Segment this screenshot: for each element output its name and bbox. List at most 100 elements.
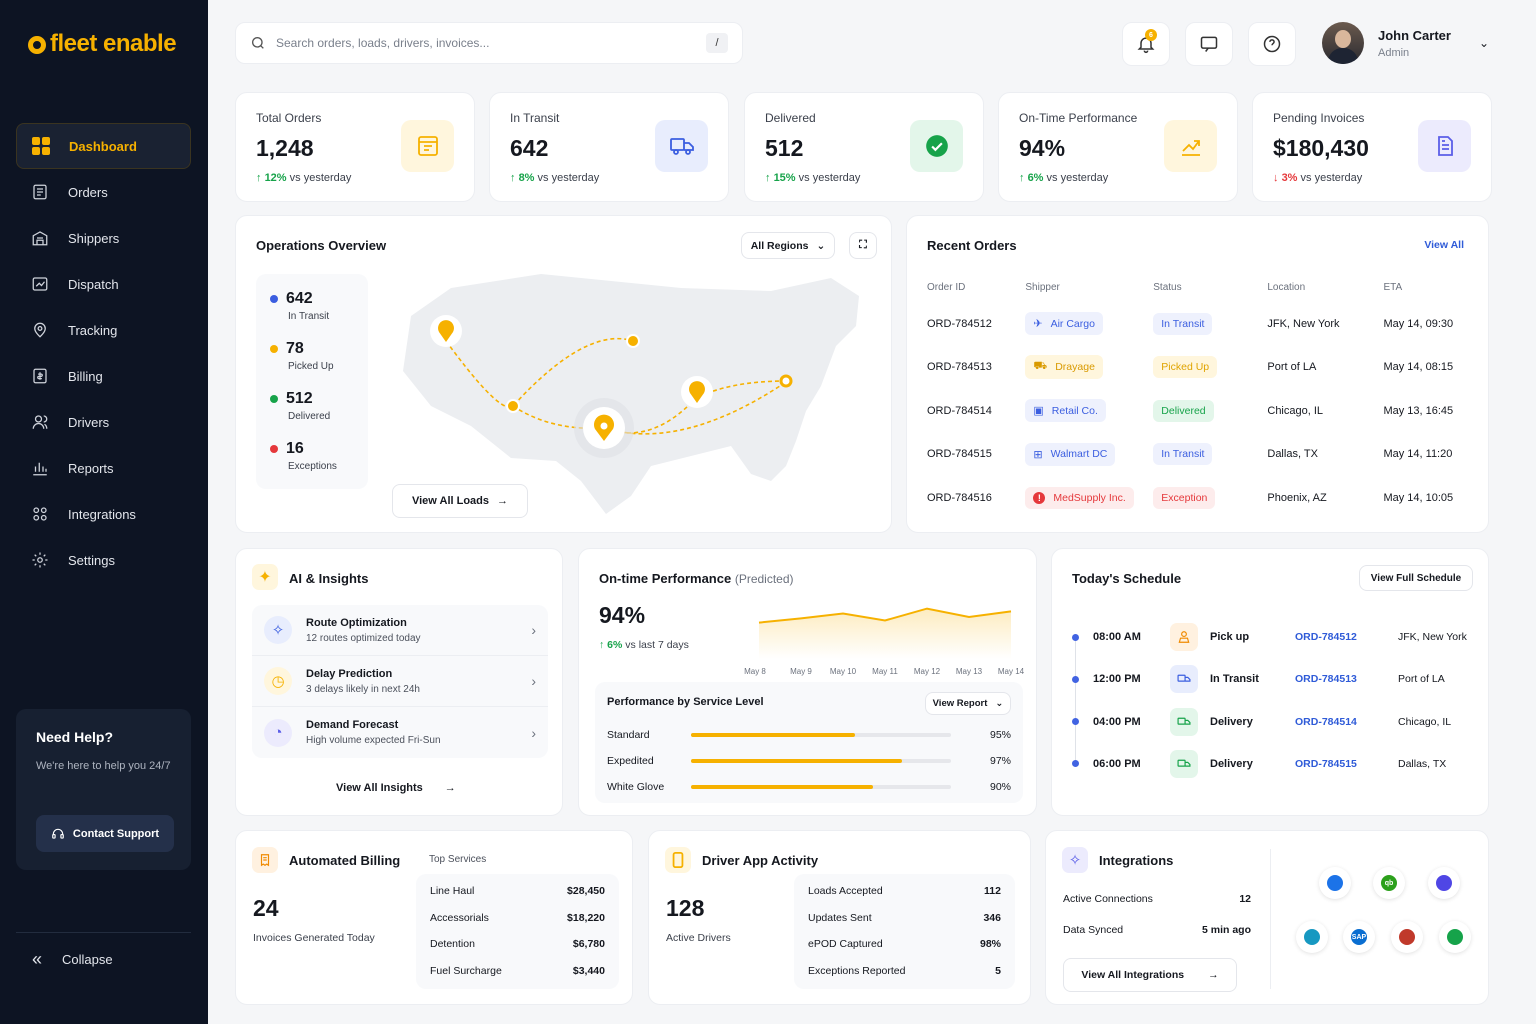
view-all-integrations-button[interactable]: View All Integrations → xyxy=(1063,958,1237,992)
search-bar[interactable]: Search orders, loads, drivers, invoices.… xyxy=(235,22,743,64)
chevron-down-icon: ⌄ xyxy=(816,239,826,252)
sidebar-item-shippers[interactable]: Shippers xyxy=(16,215,191,261)
map-pin-icon[interactable] xyxy=(689,381,705,403)
schedule-order-link[interactable]: ORD-784513 xyxy=(1295,673,1357,686)
collapse-button[interactable]: « Collapse xyxy=(16,932,191,970)
kpi-change-value: 6% xyxy=(1027,172,1044,184)
column-header[interactable]: Location xyxy=(1267,282,1306,293)
sidebar-item-orders[interactable]: Orders xyxy=(16,169,191,215)
column-header[interactable]: ETA xyxy=(1383,282,1403,293)
schedule-item[interactable]: 08:00 AM Pick up ORD-784512 JFK, New York xyxy=(1072,623,1467,651)
table-row[interactable]: ORD-784514 ▣ Retail Co. Delivered Chicago, I… xyxy=(927,389,1472,433)
status-badge: In Transit xyxy=(1153,443,1213,466)
reports-icon xyxy=(30,458,50,478)
order-id[interactable]: ORD-784516 xyxy=(927,491,992,504)
app-logo-icon[interactable] xyxy=(1391,921,1423,953)
view-all-orders-link[interactable]: View All xyxy=(1424,239,1464,251)
brand-logo[interactable]: fleet enable xyxy=(28,30,177,58)
invoice-icon xyxy=(252,847,278,873)
order-id[interactable]: ORD-784515 xyxy=(927,448,992,461)
legend-item[interactable]: 16 Exceptions xyxy=(270,440,354,472)
insight-item[interactable]: ◔ Demand Forecast High volume expected Fri… xyxy=(252,707,548,758)
search-input[interactable]: Search orders, loads, drivers, invoices.… xyxy=(276,36,490,50)
map-pin-icon[interactable] xyxy=(438,320,454,342)
stat-label: Fuel Surcharge xyxy=(430,964,502,977)
sidebar-item-label: Drivers xyxy=(68,414,110,430)
kpi-card-total-orders[interactable]: Total Orders 1,248 ↑ 12% vs yesterday xyxy=(235,92,475,202)
ontime-chart[interactable]: May 8 May 9 May 10 May 11 May 12 May 13 May 14 xyxy=(739,589,1029,679)
view-all-loads-button[interactable]: View All Loads → xyxy=(392,484,528,518)
map-node[interactable] xyxy=(626,334,640,348)
schedule-order-link[interactable]: ORD-784514 xyxy=(1295,715,1357,728)
column-header[interactable]: Order ID xyxy=(927,282,966,293)
view-all-insights-link[interactable]: View All Insights → xyxy=(336,782,456,794)
insight-item[interactable]: ✧ Route Optimization 12 routes optimized t… xyxy=(252,605,548,656)
us-map[interactable] xyxy=(391,266,871,526)
expand-icon: ⛶ xyxy=(859,239,867,251)
phone-icon xyxy=(665,847,691,873)
schedule-item[interactable]: 04:00 PM Delivery ORD-784514 Chicago, IL xyxy=(1072,707,1451,736)
integration-stat: Data Synced 5 min ago xyxy=(1063,914,1251,945)
region-select[interactable]: All Regions ⌄ xyxy=(741,232,835,259)
table-row[interactable]: ORD-784515 ⊞ Walmart DC In Transit Dallas, T… xyxy=(927,433,1472,477)
sidebar-item-billing[interactable]: Billing xyxy=(16,353,191,399)
ontime-change-suffix: vs last 7 days xyxy=(625,639,689,651)
map-node[interactable] xyxy=(779,374,793,388)
sidebar-item-reports[interactable]: Reports xyxy=(16,445,191,491)
legend-item[interactable]: 512 Delivered xyxy=(270,390,354,422)
sidebar-item-dispatch[interactable]: Dispatch xyxy=(16,261,191,307)
insight-title: Demand Forecast xyxy=(306,719,399,731)
table-row[interactable]: ORD-784512 ✈ Air Cargo In Transit JFK, New Y… xyxy=(927,302,1472,346)
integration-logo-mark xyxy=(1399,929,1415,945)
schedule-order-link[interactable]: ORD-784515 xyxy=(1295,757,1357,770)
column-header[interactable]: Shipper xyxy=(1025,282,1060,293)
service-value: 97% xyxy=(989,755,1011,767)
sidebar-item-integrations[interactable]: Integrations xyxy=(16,491,191,537)
ontime-change: ↑ 6% vs last 7 days xyxy=(599,639,689,651)
order-id[interactable]: ORD-784514 xyxy=(927,404,992,417)
table-row[interactable]: ORD-784516! MedSupply Inc. Exception Phoeni… xyxy=(927,476,1472,520)
order-id[interactable]: ORD-784512 xyxy=(927,317,992,330)
chart-line[interactable] xyxy=(758,607,1012,624)
shield-logo-icon[interactable] xyxy=(1428,867,1460,899)
kpi-card-in-transit[interactable]: In Transit 642 ↑ 8% vs yesterday xyxy=(489,92,729,202)
kpi-card-pending-invoices[interactable]: Pending Invoices $180,430 ↓ 3% vs yesterda… xyxy=(1252,92,1492,202)
sap-logo-icon[interactable]: SAP xyxy=(1343,921,1375,953)
x-tick-label: May 8 xyxy=(744,667,766,676)
sidebar-item-drivers[interactable]: Drivers xyxy=(16,399,191,445)
insight-item[interactable]: ◷ Delay Prediction 3 delays likely in next… xyxy=(252,656,548,707)
green-logo-icon[interactable] xyxy=(1439,921,1471,953)
quickbooks-logo-icon[interactable]: qb xyxy=(1373,867,1405,899)
legend-item[interactable]: 642 In Transit xyxy=(270,290,354,322)
column-header[interactable]: Status xyxy=(1153,282,1182,293)
expand-button[interactable]: ⛶ xyxy=(849,232,877,259)
salesforce-logo-icon[interactable] xyxy=(1296,921,1328,953)
x-tick-label: May 9 xyxy=(790,667,812,676)
contact-support-button[interactable]: Contact Support xyxy=(36,815,174,852)
sidebar-item-tracking[interactable]: Tracking xyxy=(16,307,191,353)
circle-logo-icon[interactable] xyxy=(1319,867,1351,899)
kpi-change: ↑ 12% vs yesterday xyxy=(256,172,454,184)
view-full-schedule-button[interactable]: View Full Schedule xyxy=(1359,565,1473,591)
order-id[interactable]: ORD-784513 xyxy=(927,361,992,374)
table-row[interactable]: ORD-784513 ⛟ Drayage Picked Up Port of LA May… xyxy=(927,346,1472,390)
kpi-change-value: 12% xyxy=(264,172,287,184)
schedule-item[interactable]: 12:00 PM In Transit ORD-784513 Port of LA xyxy=(1072,665,1445,694)
sidebar-item-dashboard[interactable]: Dashboard xyxy=(16,123,191,169)
schedule-order-link[interactable]: ORD-784512 xyxy=(1295,631,1357,643)
legend-item[interactable]: 78 Picked Up xyxy=(270,340,354,372)
stat-value: $28,450 xyxy=(567,885,605,898)
sidebar-item-settings[interactable]: Settings xyxy=(16,537,191,583)
notifications-button[interactable]: 6 xyxy=(1122,22,1170,66)
view-report-select[interactable]: View Report ⌄ xyxy=(925,692,1011,715)
user-menu[interactable]: John Carter Admin ⌄ xyxy=(1322,22,1489,64)
stat-value: 12 xyxy=(1239,892,1251,905)
kpi-card-on-time-performance[interactable]: On-Time Performance 94% ↑ 6% vs yesterday xyxy=(998,92,1238,202)
recent-orders-card: Recent Orders View All Order ID Shipper St… xyxy=(906,215,1489,533)
kpi-card-delivered[interactable]: Delivered 512 ↑ 15% vs yesterday xyxy=(744,92,984,202)
double-chevron-left-icon: « xyxy=(32,949,43,969)
messages-button[interactable] xyxy=(1185,22,1233,66)
schedule-item[interactable]: 06:00 PM Delivery ORD-784515 Dallas, TX xyxy=(1072,749,1446,778)
map-node[interactable] xyxy=(506,399,520,413)
help-button[interactable] xyxy=(1248,22,1296,66)
